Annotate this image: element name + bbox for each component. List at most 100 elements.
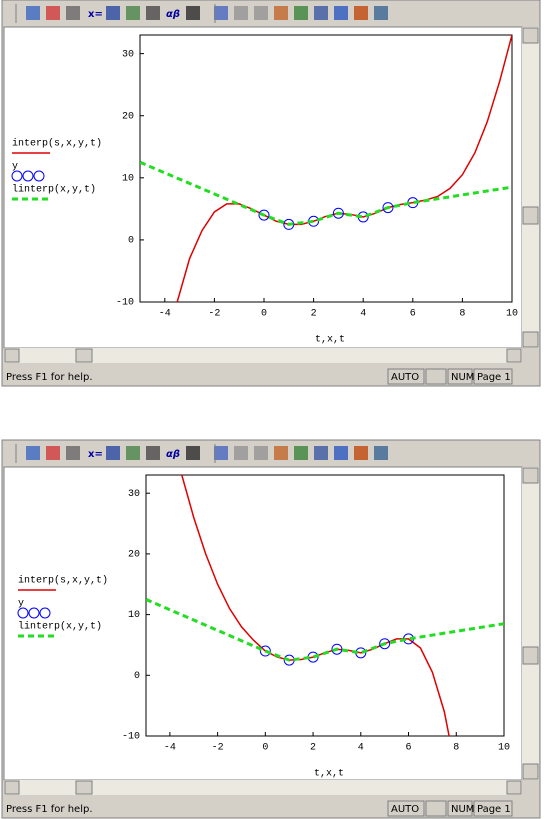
toolbar bbox=[3, 1, 539, 26]
toolbar-button[interactable] bbox=[254, 6, 268, 20]
legend-label: y bbox=[18, 599, 24, 610]
status-panel bbox=[473, 800, 513, 817]
legend-symbol bbox=[33, 170, 45, 182]
toolbar-button[interactable] bbox=[146, 446, 160, 460]
toolbar-button[interactable] bbox=[314, 6, 328, 20]
scroll-button[interactable] bbox=[522, 763, 539, 780]
scroll-thumb[interactable] bbox=[75, 780, 93, 795]
toolbar-button[interactable]: αβ bbox=[166, 9, 180, 20]
toolbar-button[interactable] bbox=[294, 446, 308, 460]
x-tick-label: 2 bbox=[310, 743, 316, 754]
x-tick-label: 4 bbox=[360, 309, 366, 320]
y-tick-label: -10 bbox=[122, 732, 140, 743]
toolbar-button[interactable] bbox=[46, 446, 60, 460]
toolbar-button[interactable] bbox=[334, 446, 348, 460]
toolbar-button[interactable] bbox=[126, 446, 140, 460]
status-panel bbox=[473, 368, 513, 385]
x-tick-label: 0 bbox=[262, 743, 268, 754]
toolbar-button[interactable]: x= bbox=[88, 9, 103, 20]
toolbar-button[interactable] bbox=[354, 446, 368, 460]
toolbar-button[interactable] bbox=[66, 446, 80, 460]
toolbar-button[interactable] bbox=[334, 6, 348, 20]
data-point bbox=[379, 638, 391, 650]
horizontal-scrollbar[interactable] bbox=[4, 780, 522, 795]
toolbar-button[interactable] bbox=[214, 6, 228, 20]
scroll-button[interactable] bbox=[522, 331, 539, 348]
status-panel bbox=[447, 368, 473, 385]
toolbar-button[interactable] bbox=[374, 6, 388, 20]
status-panel bbox=[387, 800, 425, 817]
scroll-button[interactable] bbox=[4, 780, 20, 795]
status-panel bbox=[425, 800, 447, 817]
data-point bbox=[332, 207, 344, 219]
legend-symbol bbox=[28, 607, 40, 619]
status-num: NUM bbox=[451, 372, 474, 383]
y-tick-label: 20 bbox=[128, 550, 140, 561]
toolbar-button[interactable]: x= bbox=[88, 449, 103, 460]
toolbar-button[interactable] bbox=[254, 446, 268, 460]
toolbar-button[interactable] bbox=[46, 6, 60, 20]
x-tick-label: 8 bbox=[453, 743, 459, 754]
y-tick-label: 0 bbox=[128, 236, 134, 247]
toolbar-button[interactable] bbox=[106, 6, 120, 20]
status-panel bbox=[447, 800, 473, 817]
scroll-thumb[interactable] bbox=[522, 646, 539, 665]
status-mode: AUTO bbox=[391, 372, 419, 383]
scroll-thumb[interactable] bbox=[75, 348, 93, 363]
toolbar-button[interactable] bbox=[214, 446, 228, 460]
window: x= αβ Press F1 for help. AUTO NUM Page 1 -4 -2 0… bbox=[1, 0, 541, 387]
toolbar-button[interactable] bbox=[234, 6, 248, 20]
toolbar-button[interactable] bbox=[354, 6, 368, 20]
toolbar-button[interactable] bbox=[274, 446, 288, 460]
x-tick-label: 0 bbox=[261, 309, 267, 320]
data-point bbox=[382, 202, 394, 214]
toolbar-button[interactable] bbox=[314, 446, 328, 460]
x-tick-label: -4 bbox=[164, 743, 176, 754]
x-tick-label: 2 bbox=[311, 309, 317, 320]
worksheet bbox=[3, 466, 523, 781]
toolbar-button[interactable] bbox=[374, 446, 388, 460]
linterp-line bbox=[146, 598, 504, 662]
x-tick-label: 8 bbox=[459, 309, 465, 320]
status-panel bbox=[425, 368, 447, 385]
vertical-scrollbar[interactable] bbox=[522, 467, 539, 780]
status-mode: AUTO bbox=[391, 804, 419, 815]
status-help: Press F1 for help. bbox=[6, 804, 93, 815]
legend-symbol bbox=[39, 607, 51, 619]
chart: -4 -2 0 2 4 6 8 10 -10 0 10 20 30 t,x,t interp(s,x,y,t… bbox=[11, 34, 518, 346]
toolbar-button[interactable] bbox=[66, 6, 80, 20]
toolbar-button[interactable] bbox=[294, 6, 308, 20]
scroll-button[interactable] bbox=[4, 348, 20, 363]
legend-symbol bbox=[11, 170, 23, 182]
toolbar-button[interactable]: αβ bbox=[166, 449, 180, 460]
toolbar-button[interactable] bbox=[126, 6, 140, 20]
toolbar-button[interactable] bbox=[186, 6, 200, 20]
toolbar-button[interactable] bbox=[274, 6, 288, 20]
toolbar-button[interactable] bbox=[26, 6, 40, 20]
toolbar-button[interactable] bbox=[106, 446, 120, 460]
legend-symbol bbox=[22, 170, 34, 182]
status-panel bbox=[387, 368, 425, 385]
horizontal-scrollbar[interactable] bbox=[4, 348, 522, 363]
scroll-thumb[interactable] bbox=[522, 206, 539, 225]
legend-label: linterp(x,y,t) bbox=[18, 621, 102, 633]
status-page: Page 1 bbox=[477, 372, 511, 383]
toolbar-button[interactable] bbox=[26, 446, 40, 460]
toolbar-button[interactable] bbox=[186, 446, 200, 460]
scroll-button[interactable] bbox=[506, 348, 522, 363]
vertical-scrollbar[interactable] bbox=[522, 27, 539, 348]
y-tick-label: 10 bbox=[128, 610, 140, 621]
y-tick-label: 30 bbox=[122, 49, 134, 60]
scroll-button[interactable] bbox=[506, 780, 522, 795]
plot-area bbox=[145, 474, 505, 737]
scroll-button[interactable] bbox=[522, 27, 539, 44]
toolbar-button[interactable] bbox=[146, 6, 160, 20]
y-tick-label: 10 bbox=[122, 173, 134, 184]
x-axis-label: t,x,t bbox=[314, 769, 344, 780]
scroll-button[interactable] bbox=[522, 467, 539, 484]
status-num: NUM bbox=[451, 804, 474, 815]
chart: -4 -2 0 2 4 6 8 10 -10 0 10 20 30 t,x,t interp(s,x,y,t… bbox=[17, 474, 510, 780]
toolbar-button[interactable] bbox=[234, 446, 248, 460]
x-tick-label: 6 bbox=[410, 309, 416, 320]
